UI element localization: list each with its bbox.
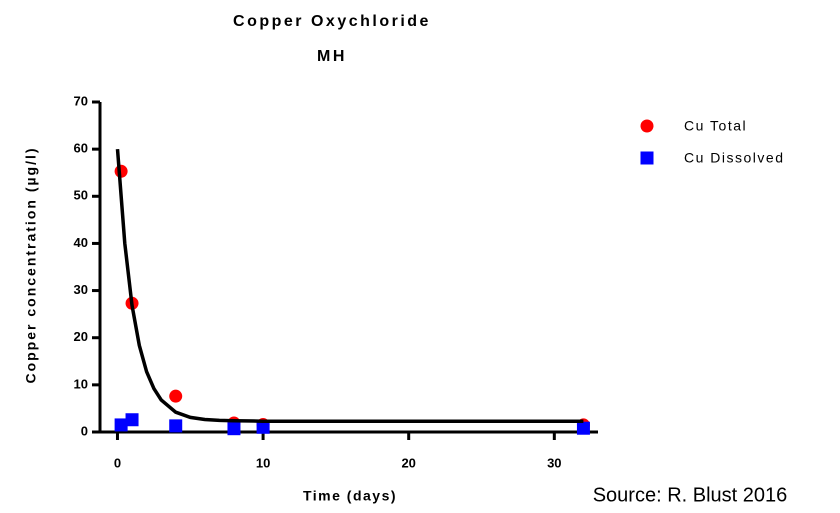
- x-axis-label: Time (days): [303, 488, 397, 504]
- y-tick-label: 0: [81, 423, 88, 438]
- source-annotation: Source: R. Blust 2016: [593, 484, 788, 506]
- chart-title: Copper Oxychloride: [233, 13, 431, 30]
- y-axis-label: Copper concentration (µg/l): [23, 146, 39, 383]
- data-point: [169, 389, 183, 403]
- legend-label: Cu Dissolved: [684, 150, 784, 166]
- legend-marker: [640, 119, 654, 133]
- data-point: [256, 420, 270, 434]
- data-point: [114, 418, 128, 432]
- x-tick-label: 30: [547, 455, 561, 470]
- y-tick-label: 70: [74, 93, 88, 108]
- y-tick-label: 50: [74, 188, 88, 203]
- data-point: [125, 413, 139, 427]
- legend-marker: [640, 151, 654, 165]
- x-tick-label: 0: [114, 455, 121, 470]
- fit-curve: [115, 148, 584, 423]
- y-tick-label: 30: [74, 282, 88, 297]
- x-tick-label: 10: [256, 455, 270, 470]
- data-point: [576, 421, 590, 435]
- y-tick-label: 20: [74, 329, 88, 344]
- chart-subtitle: MH: [317, 48, 347, 65]
- x-tick-label: 20: [401, 455, 415, 470]
- legend-label: Cu Total: [684, 118, 747, 134]
- data-point: [169, 419, 183, 433]
- y-tick-label: 60: [74, 141, 88, 156]
- data-point: [227, 422, 241, 436]
- y-tick-label: 40: [74, 235, 88, 250]
- y-tick-label: 10: [74, 376, 88, 391]
